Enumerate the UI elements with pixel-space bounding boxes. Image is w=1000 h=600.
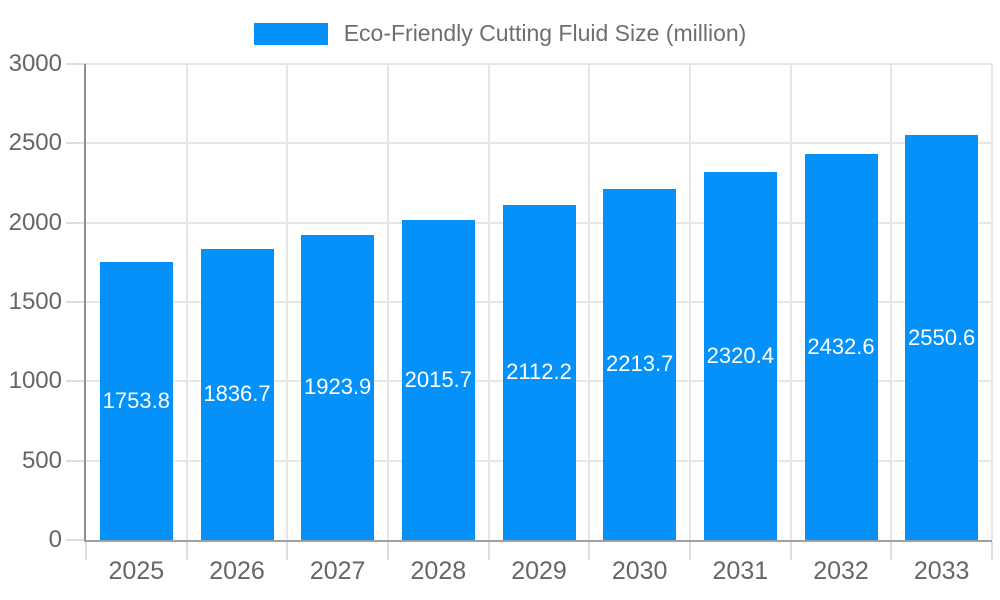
y-tickmark bbox=[66, 142, 86, 145]
x-tickmark bbox=[185, 542, 188, 560]
x-gridline bbox=[789, 64, 792, 540]
bar-2031[interactable]: 2320.4 bbox=[703, 171, 777, 540]
bar-value-label: 2015.7 bbox=[404, 367, 472, 393]
y-axis-line bbox=[84, 64, 86, 542]
x-tickmark bbox=[387, 542, 389, 560]
x-tick-label: 2026 bbox=[209, 557, 265, 585]
bar-2029[interactable]: 2112.2 bbox=[502, 204, 576, 540]
x-tick-label: 2031 bbox=[712, 557, 769, 585]
x-tickmark bbox=[588, 542, 591, 560]
x-tickmark bbox=[789, 542, 792, 560]
y-gridline bbox=[86, 63, 992, 65]
bar-value-label: 2112.2 bbox=[506, 359, 572, 385]
x-gridline bbox=[286, 64, 289, 540]
bar-value-label: 2320.4 bbox=[706, 342, 774, 368]
legend-item[interactable]: Eco-Friendly Cutting Fluid Size (million… bbox=[0, 20, 1000, 47]
y-tickmark bbox=[66, 301, 86, 303]
x-tickmark bbox=[890, 542, 893, 560]
x-tick-label: 2029 bbox=[511, 557, 567, 585]
x-gridline bbox=[890, 64, 893, 540]
bar-2032[interactable]: 2432.6 bbox=[804, 154, 878, 540]
bar-value-label: 1836.7 bbox=[203, 381, 271, 407]
y-tickmark bbox=[66, 380, 86, 383]
bar-value-label: 2432.6 bbox=[807, 334, 875, 359]
y-tick-label: 2500 bbox=[8, 129, 62, 157]
x-gridline bbox=[689, 64, 691, 540]
x-tick-label: 2028 bbox=[410, 557, 467, 585]
y-tick-label: 500 bbox=[21, 446, 62, 474]
y-tick-label: 2000 bbox=[8, 208, 62, 236]
bar-2027[interactable]: 1923.9 bbox=[301, 234, 375, 540]
bar-2028[interactable]: 2015.7 bbox=[401, 220, 475, 540]
x-tick-label: 2025 bbox=[108, 557, 165, 585]
bar-value-label: 1753.8 bbox=[102, 387, 170, 413]
bar-2030[interactable]: 2213.7 bbox=[603, 188, 677, 540]
legend-swatch bbox=[253, 22, 328, 45]
x-tick-label: 2030 bbox=[611, 557, 668, 585]
y-tickmark bbox=[66, 221, 86, 224]
x-gridline bbox=[991, 64, 993, 540]
y-tick-label: 1000 bbox=[8, 367, 62, 395]
y-tickmark bbox=[66, 63, 86, 65]
x-gridline bbox=[387, 64, 389, 540]
x-gridline bbox=[487, 64, 490, 540]
y-tick-label: 0 bbox=[48, 526, 62, 553]
x-tick-label: 2033 bbox=[913, 557, 970, 585]
x-tick-label: 2027 bbox=[309, 557, 366, 585]
x-tickmark bbox=[286, 542, 289, 560]
y-tick-label: 3000 bbox=[8, 50, 62, 77]
y-tick-label: 1500 bbox=[8, 288, 62, 315]
y-tickmark bbox=[66, 539, 86, 541]
bar-2033[interactable]: 2550.6 bbox=[905, 135, 979, 540]
bar-2025[interactable]: 1753.8 bbox=[99, 261, 173, 540]
bar-value-label: 1923.9 bbox=[304, 374, 372, 400]
x-tickmark bbox=[85, 542, 87, 560]
x-tickmark bbox=[991, 542, 993, 560]
x-gridline bbox=[588, 64, 591, 540]
x-tickmark bbox=[689, 542, 691, 560]
bar-value-label: 2550.6 bbox=[908, 324, 976, 350]
bar-value-label: 2213.7 bbox=[606, 351, 674, 377]
x-tickmark bbox=[487, 542, 490, 560]
legend-label: Eco-Friendly Cutting Fluid Size (million… bbox=[343, 20, 747, 46]
x-gridline bbox=[185, 64, 188, 540]
bar-2026[interactable]: 1836.7 bbox=[200, 248, 274, 540]
y-tickmark bbox=[66, 459, 86, 462]
x-tick-label: 2032 bbox=[813, 557, 869, 585]
x-axis-line bbox=[84, 540, 992, 542]
y-gridline bbox=[86, 142, 992, 145]
